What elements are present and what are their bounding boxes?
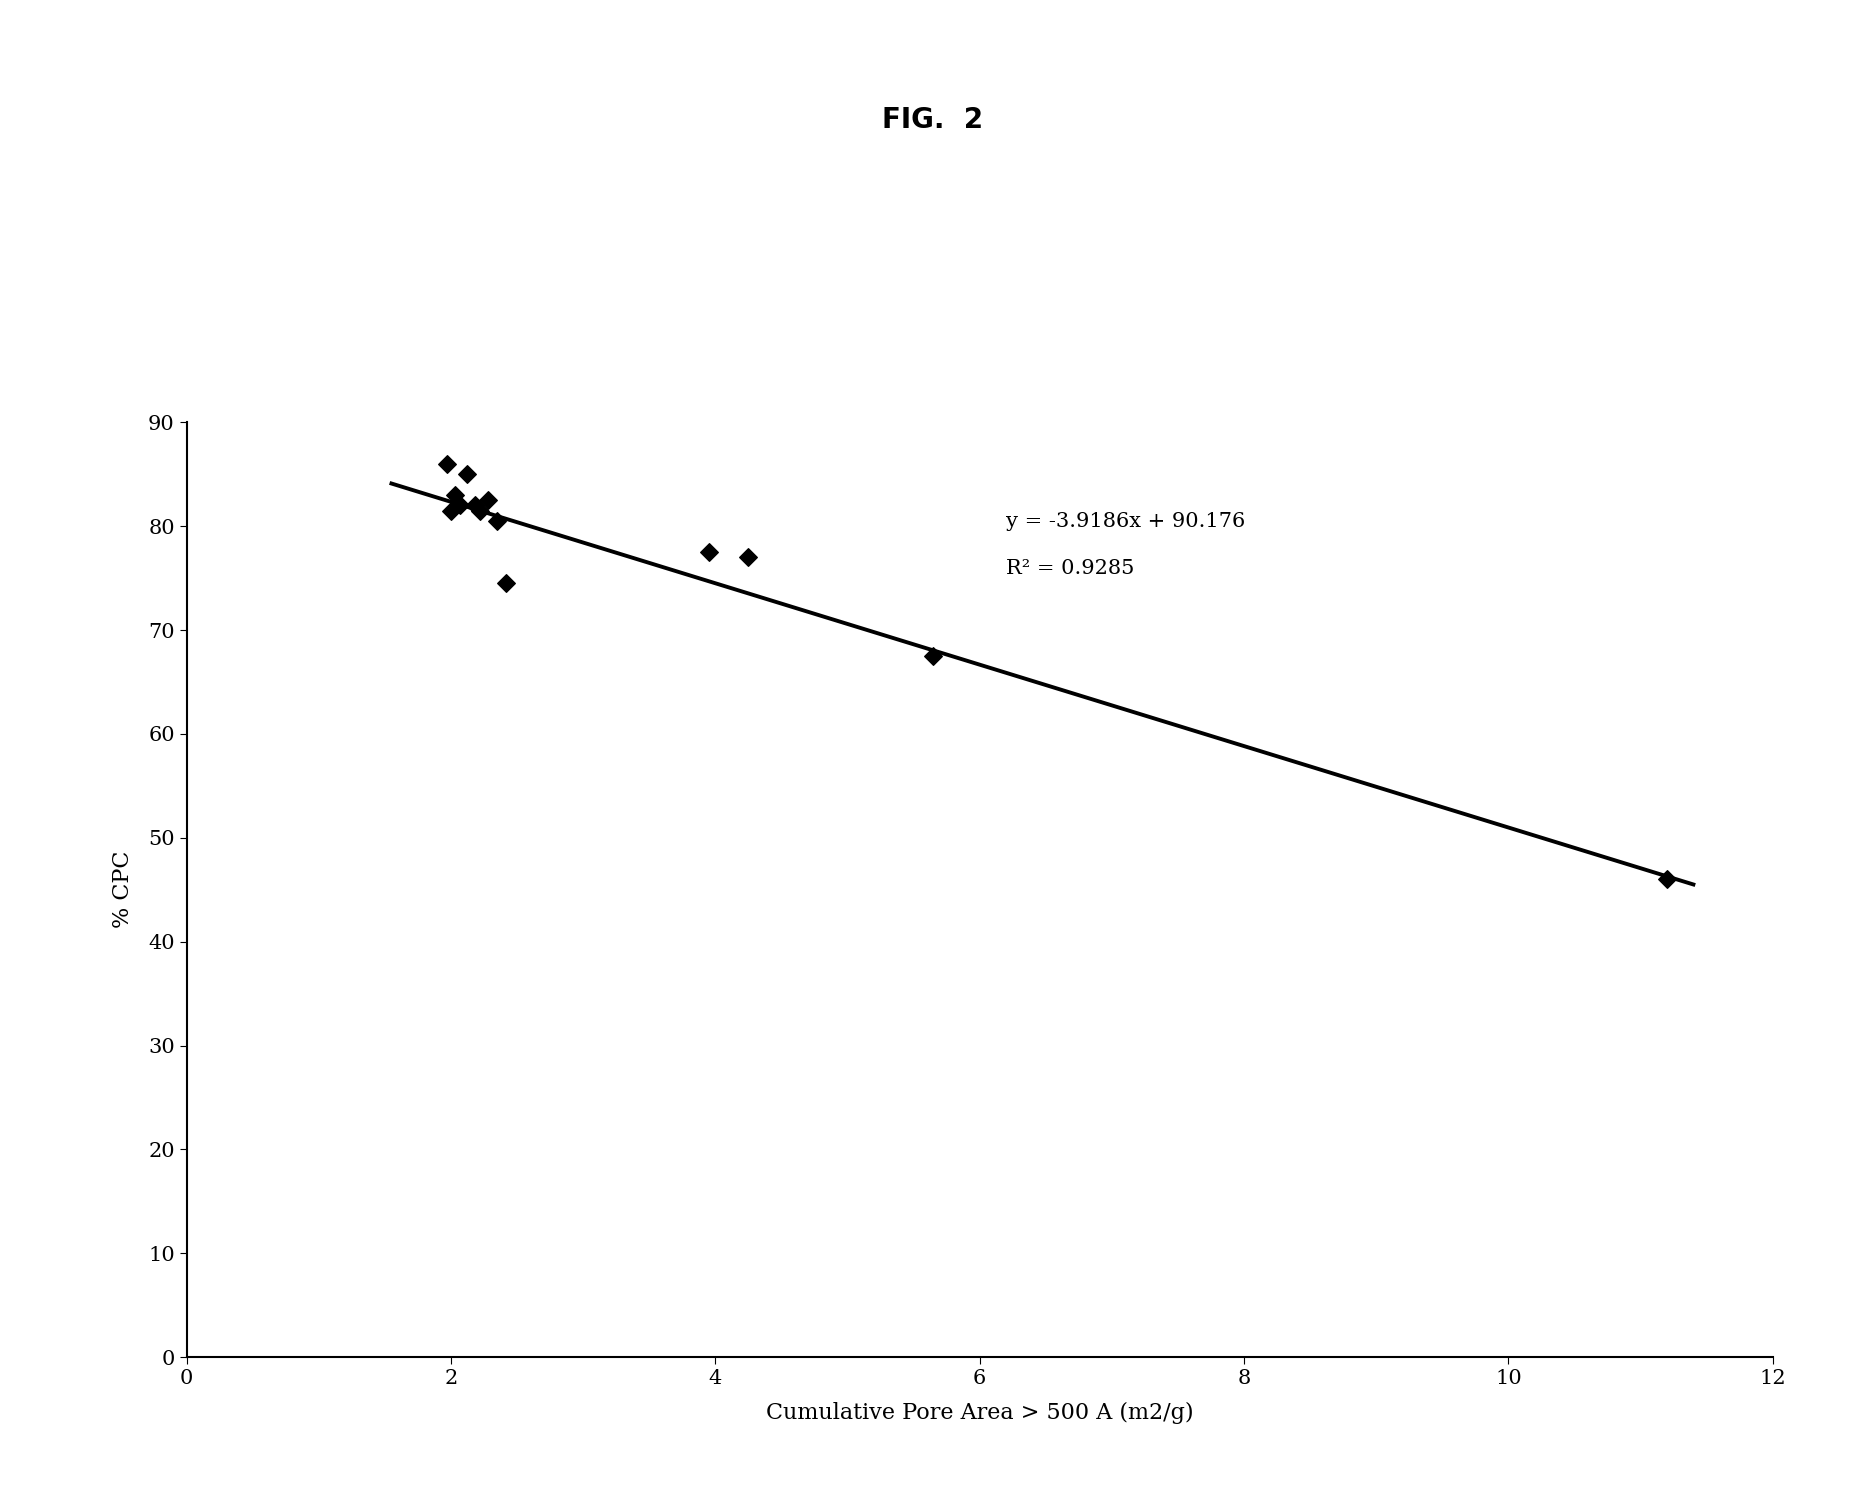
Point xyxy=(491,572,521,596)
Point xyxy=(1651,867,1681,891)
Point xyxy=(481,508,511,532)
Y-axis label: % CPC: % CPC xyxy=(112,851,134,929)
Point xyxy=(433,452,463,477)
Point xyxy=(437,499,466,523)
Point xyxy=(472,489,502,513)
Text: FIG.  2: FIG. 2 xyxy=(883,106,983,134)
Text: R² = 0.9285: R² = 0.9285 xyxy=(1006,559,1135,578)
Text: y = -3.9186x + 90.176: y = -3.9186x + 90.176 xyxy=(1006,513,1245,531)
Point xyxy=(440,483,470,507)
Point xyxy=(694,540,724,564)
Point xyxy=(465,499,494,523)
X-axis label: Cumulative Pore Area > 500 A (m2/g): Cumulative Pore Area > 500 A (m2/g) xyxy=(765,1402,1194,1424)
Point xyxy=(918,644,948,668)
Point xyxy=(733,546,763,570)
Point xyxy=(452,461,481,486)
Point xyxy=(459,493,489,517)
Point xyxy=(446,493,476,517)
